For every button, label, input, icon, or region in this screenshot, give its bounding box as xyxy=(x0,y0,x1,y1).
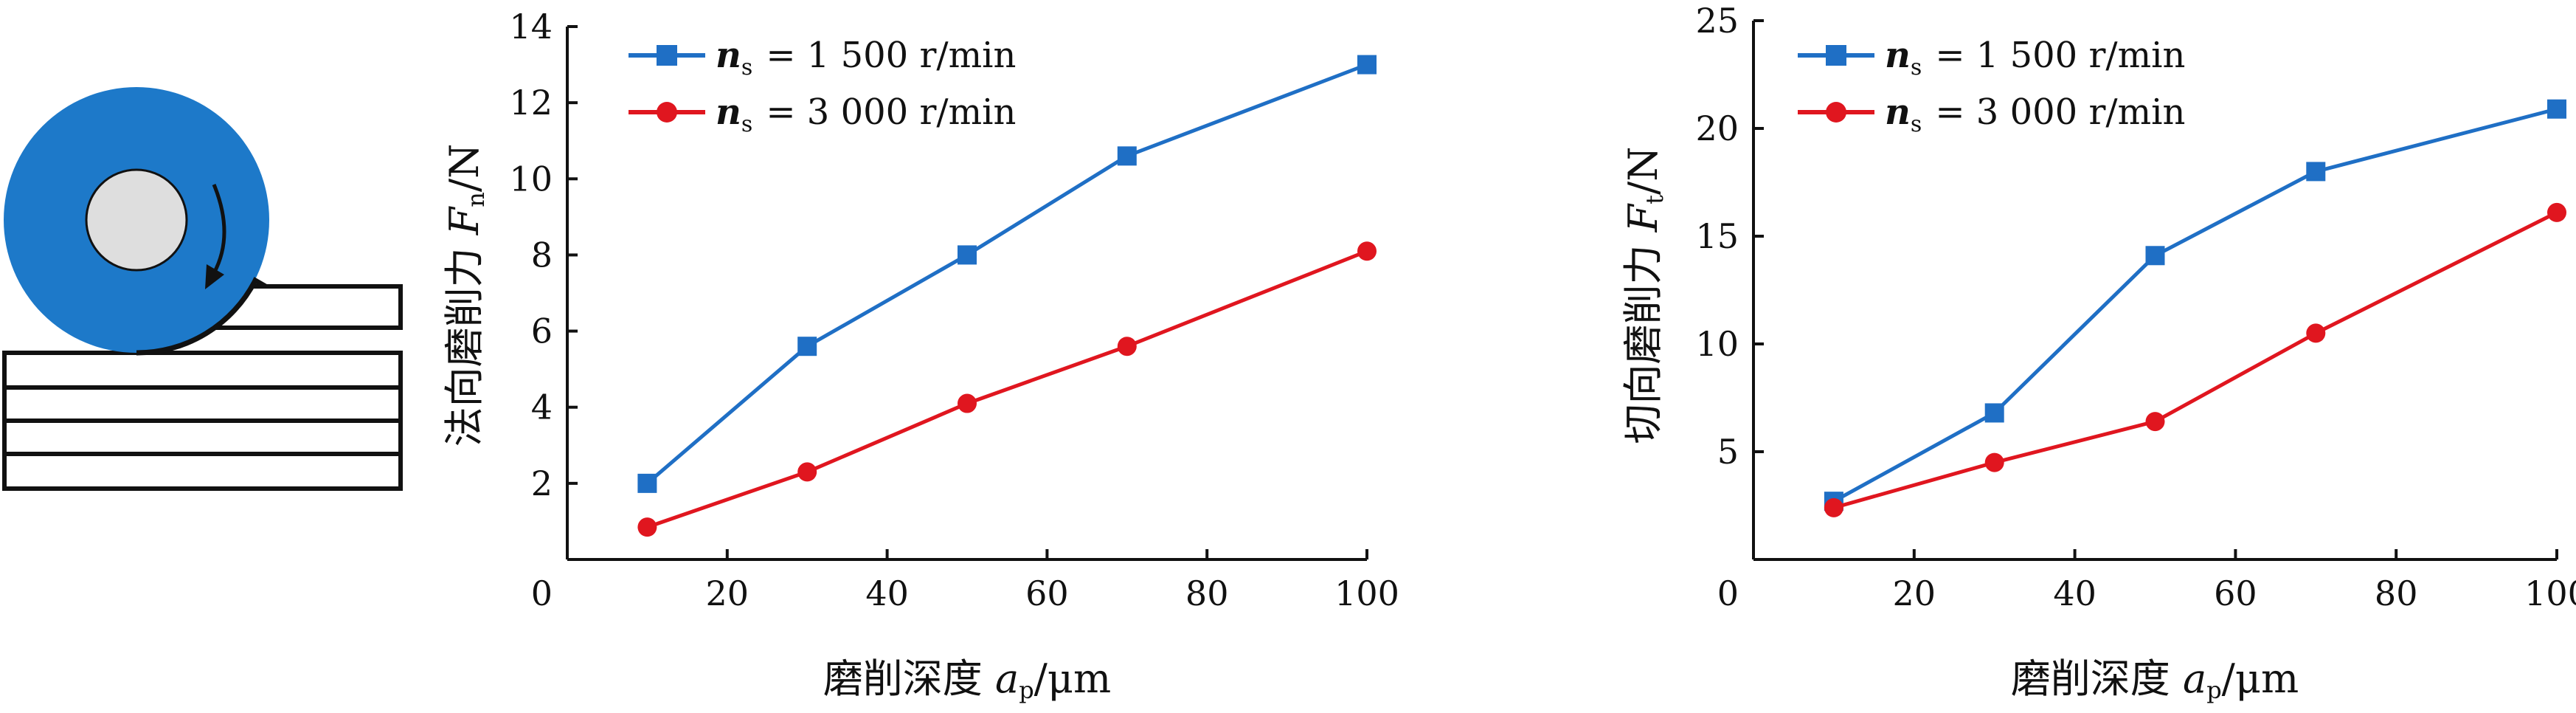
x-axis-title: 磨削深度 ap/μm xyxy=(823,655,1111,704)
y-tick-label: 12 xyxy=(509,83,553,123)
data-point-circle xyxy=(2547,202,2566,222)
y-tick-label: 20 xyxy=(1695,108,1739,148)
data-point-square xyxy=(2306,162,2326,182)
x-tick-labels: 0 20 40 60 80 100 xyxy=(531,574,1399,613)
y-tick-label: 25 xyxy=(1695,1,1739,41)
x-tick-label: 20 xyxy=(706,574,749,613)
legend-marker-square xyxy=(1826,45,1846,66)
data-point-square xyxy=(1357,55,1377,75)
chart-normal-force: 2 4 6 8 10 12 14 0 20 40 60 80 100 ns = 1 500 r/min … xyxy=(441,7,1399,704)
x-tick-labels: 0 20 40 60 80 100 xyxy=(1717,574,2576,613)
x-tick-label: 0 xyxy=(531,574,553,613)
data-point-square xyxy=(1984,403,2004,423)
grinding-schematic xyxy=(2,87,403,491)
x-tick-label: 60 xyxy=(2214,574,2257,613)
y-tick-label: 5 xyxy=(1717,432,1739,472)
workpiece-layers xyxy=(2,284,403,491)
axes xyxy=(1752,21,2557,561)
x-axis-title: 磨削深度 ap/μm xyxy=(2011,655,2299,704)
data-point-circle xyxy=(1357,241,1377,261)
x-tick-label: 80 xyxy=(2375,574,2418,613)
series-group xyxy=(637,55,1377,537)
x-tick-label: 20 xyxy=(1893,574,1936,613)
data-point-square xyxy=(2145,246,2165,266)
legend-label-series-1: ns = 1 500 r/min xyxy=(716,35,1016,80)
data-point-circle xyxy=(1824,497,1843,517)
data-point-square xyxy=(2547,99,2566,119)
series-line-2 xyxy=(1833,210,2558,510)
y-tick-label: 6 xyxy=(531,311,553,351)
data-point-circle xyxy=(2145,412,2165,432)
data-point-square xyxy=(637,473,657,493)
data-point-circle xyxy=(2306,323,2326,343)
x-tick-label: 40 xyxy=(2053,574,2097,613)
legend-label-series-2: ns = 3 000 r/min xyxy=(716,92,1016,137)
data-point-square xyxy=(1117,146,1137,166)
y-tick-label: 2 xyxy=(531,464,553,503)
legend-marker-square xyxy=(657,45,677,66)
data-point-circle xyxy=(1117,337,1137,356)
y-tick-labels: 2 4 6 8 10 12 14 xyxy=(509,7,553,503)
data-point-circle xyxy=(1984,452,2004,472)
legend-marker-circle xyxy=(1826,102,1846,123)
y-tick-labels: 5 10 15 20 25 xyxy=(1695,1,1739,472)
tick-marks xyxy=(567,25,1368,559)
y-tick-label: 4 xyxy=(531,388,553,427)
y-tick-label: 10 xyxy=(1695,324,1739,364)
legend-label-series-1: ns = 1 500 r/min xyxy=(1885,35,2185,80)
legend: ns = 1 500 r/min ns = 3 000 r/min xyxy=(629,35,1016,137)
x-tick-label: 0 xyxy=(1717,574,1739,613)
x-tick-label: 60 xyxy=(1025,574,1069,613)
data-point-square xyxy=(958,245,977,265)
data-point-square xyxy=(797,337,817,356)
data-point-circle xyxy=(637,517,657,537)
legend-marker-circle xyxy=(657,102,677,123)
tick-marks xyxy=(1753,19,2558,559)
data-point-circle xyxy=(958,393,977,413)
x-tick-label: 40 xyxy=(865,574,909,613)
y-axis-title: 切向磨削力 Ft/N xyxy=(1620,147,1669,444)
chart-tangential-force: 5 10 15 20 25 0 20 40 60 80 100 ns= 1 500 r/min n… xyxy=(1620,1,2576,704)
y-tick-label: 10 xyxy=(509,159,553,199)
wheel-hub xyxy=(85,168,188,272)
y-tick-label: 14 xyxy=(509,7,553,46)
legend: ns = 1 500 r/min ns = 3 000 r/min xyxy=(1798,35,2185,137)
series-line-1 xyxy=(1832,107,2558,503)
x-tick-label: 100 xyxy=(1334,574,1399,613)
x-tick-label: 100 xyxy=(2524,574,2576,613)
x-tick-label: 80 xyxy=(1185,574,1229,613)
y-tick-label: 8 xyxy=(531,235,553,275)
data-point-circle xyxy=(797,462,817,482)
series-group xyxy=(1824,99,2566,517)
legend-label-series-2: ns = 3 000 r/min xyxy=(1885,92,2185,137)
wheel-contact-edge xyxy=(136,277,267,356)
axes xyxy=(566,27,1367,561)
rotation-arrow-icon xyxy=(205,184,226,289)
y-axis-title: 法向磨削力 Fn/N xyxy=(441,144,490,447)
y-tick-label: 15 xyxy=(1695,216,1739,256)
